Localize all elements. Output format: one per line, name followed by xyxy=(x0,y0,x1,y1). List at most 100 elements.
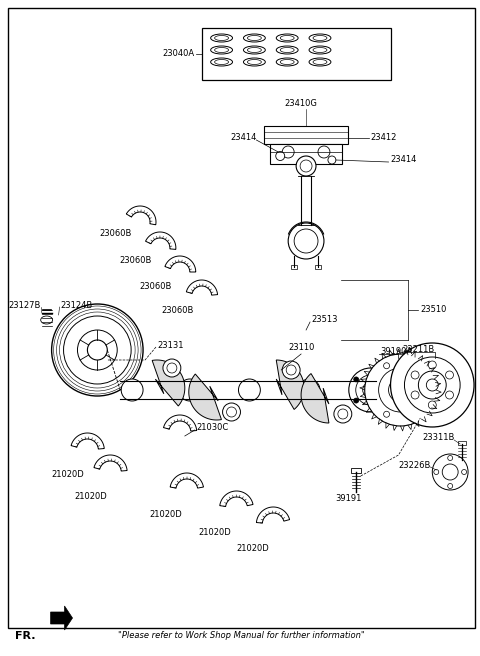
Ellipse shape xyxy=(215,47,228,52)
Circle shape xyxy=(52,304,143,396)
Circle shape xyxy=(419,371,446,399)
Polygon shape xyxy=(256,507,289,523)
Circle shape xyxy=(63,316,131,384)
Polygon shape xyxy=(220,491,253,506)
Text: 23414: 23414 xyxy=(230,134,256,142)
Ellipse shape xyxy=(215,60,228,64)
Circle shape xyxy=(354,377,359,382)
Circle shape xyxy=(318,146,330,158)
Polygon shape xyxy=(170,473,204,488)
Bar xyxy=(351,468,361,473)
Polygon shape xyxy=(276,360,304,409)
Circle shape xyxy=(296,156,316,176)
Circle shape xyxy=(426,379,438,391)
Circle shape xyxy=(354,398,359,403)
Bar xyxy=(264,126,348,144)
Polygon shape xyxy=(126,206,156,225)
Circle shape xyxy=(276,152,285,161)
Ellipse shape xyxy=(215,35,228,41)
Ellipse shape xyxy=(313,60,327,64)
Circle shape xyxy=(282,361,300,379)
Bar xyxy=(202,28,391,80)
Circle shape xyxy=(386,388,391,392)
Text: 23211B: 23211B xyxy=(402,346,435,354)
Circle shape xyxy=(374,371,379,375)
Circle shape xyxy=(288,223,324,259)
Bar xyxy=(315,265,321,269)
Text: 21020D: 21020D xyxy=(199,528,231,537)
Ellipse shape xyxy=(247,35,261,41)
Text: 23060B: 23060B xyxy=(140,282,172,291)
Text: 23040A: 23040A xyxy=(163,49,195,58)
Text: 23311B: 23311B xyxy=(423,434,455,443)
Text: 23060B: 23060B xyxy=(161,306,194,315)
Text: 23410G: 23410G xyxy=(285,99,318,108)
Circle shape xyxy=(334,405,352,423)
Polygon shape xyxy=(145,232,176,249)
Text: 21030C: 21030C xyxy=(197,424,229,432)
Ellipse shape xyxy=(247,47,261,52)
Circle shape xyxy=(442,464,458,480)
Circle shape xyxy=(227,407,237,417)
Text: "Please refer to Work Shop Manual for further information": "Please refer to Work Shop Manual for fu… xyxy=(118,632,365,640)
Circle shape xyxy=(179,379,201,401)
Bar xyxy=(270,144,342,164)
Polygon shape xyxy=(94,455,127,471)
Text: 23131: 23131 xyxy=(157,340,183,350)
Circle shape xyxy=(379,368,422,412)
Circle shape xyxy=(405,357,460,413)
Circle shape xyxy=(87,340,108,360)
Text: 39191: 39191 xyxy=(336,494,362,503)
Text: 21020D: 21020D xyxy=(149,510,182,519)
Circle shape xyxy=(374,405,379,409)
Text: 21020D: 21020D xyxy=(74,492,108,501)
Circle shape xyxy=(167,363,177,373)
Circle shape xyxy=(121,379,143,401)
Circle shape xyxy=(389,378,412,402)
Text: 23510: 23510 xyxy=(420,306,447,314)
Circle shape xyxy=(163,359,181,377)
Circle shape xyxy=(365,354,436,426)
Circle shape xyxy=(338,409,348,419)
Ellipse shape xyxy=(41,316,53,324)
Circle shape xyxy=(350,379,372,401)
Polygon shape xyxy=(164,415,197,431)
Circle shape xyxy=(298,379,320,401)
Polygon shape xyxy=(301,373,329,423)
Circle shape xyxy=(356,375,385,405)
Ellipse shape xyxy=(313,47,327,52)
Text: 23412: 23412 xyxy=(371,134,397,142)
Text: 23127B: 23127B xyxy=(8,300,41,310)
Bar xyxy=(291,265,297,269)
Text: 39190A: 39190A xyxy=(381,348,413,356)
Circle shape xyxy=(349,368,393,412)
Circle shape xyxy=(300,160,312,172)
Polygon shape xyxy=(50,606,72,630)
Text: 21020D: 21020D xyxy=(237,544,269,553)
Ellipse shape xyxy=(280,60,294,64)
Text: 23124B: 23124B xyxy=(60,300,93,310)
Text: 23060B: 23060B xyxy=(100,229,132,238)
Text: 23226B: 23226B xyxy=(398,461,430,470)
Text: FR.: FR. xyxy=(15,631,36,641)
Circle shape xyxy=(282,146,294,158)
Polygon shape xyxy=(186,280,217,295)
Ellipse shape xyxy=(247,60,261,64)
Circle shape xyxy=(432,454,468,490)
Text: 23110: 23110 xyxy=(288,343,314,352)
Ellipse shape xyxy=(313,35,327,41)
Text: 23414: 23414 xyxy=(391,155,417,165)
Text: 21020D: 21020D xyxy=(52,470,84,479)
Circle shape xyxy=(286,365,296,375)
Circle shape xyxy=(363,382,379,398)
Polygon shape xyxy=(165,256,196,272)
Circle shape xyxy=(294,229,318,253)
Circle shape xyxy=(223,403,240,421)
Polygon shape xyxy=(152,360,185,406)
Circle shape xyxy=(239,379,260,401)
Circle shape xyxy=(391,343,474,427)
Circle shape xyxy=(328,156,336,164)
Polygon shape xyxy=(71,433,104,449)
Ellipse shape xyxy=(280,35,294,41)
Text: 23060B: 23060B xyxy=(120,256,152,265)
